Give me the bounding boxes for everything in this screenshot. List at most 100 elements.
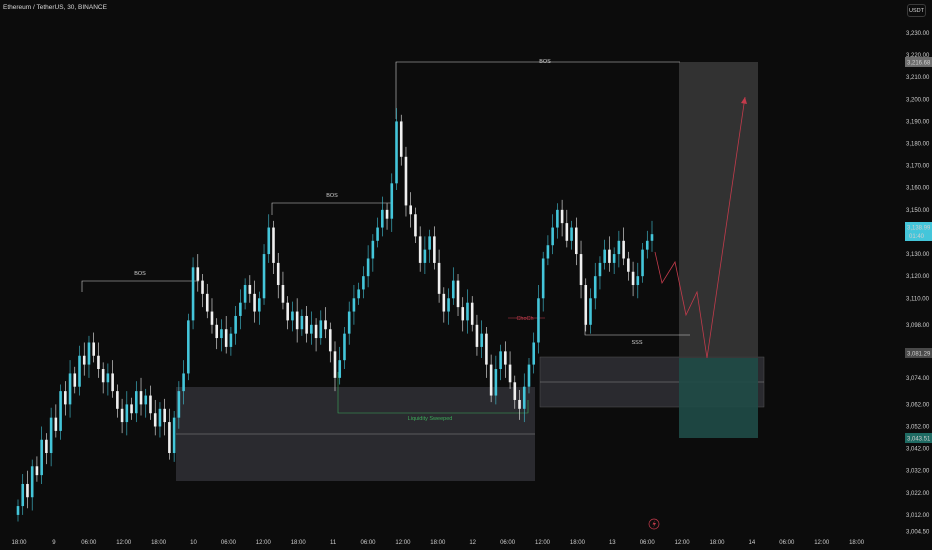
candle-down — [442, 293, 446, 312]
candle-up — [423, 249, 427, 263]
currency-button[interactable]: USDT — [907, 4, 926, 17]
candle-down — [163, 408, 166, 423]
y-tick-label: 3,042.00 — [906, 447, 930, 453]
x-tick-label: 18:00 — [709, 540, 725, 546]
svg-text:01:40: 01:40 — [909, 234, 925, 240]
candle-up — [546, 245, 550, 259]
y-tick-label: 3,120.00 — [906, 274, 930, 280]
stop-zone — [679, 358, 758, 438]
price-axis[interactable]: 3,004.50 3,012.00 3,022.00 3,032.00 3,042.00… — [906, 31, 930, 536]
candle-down — [328, 329, 332, 352]
candle-up — [191, 267, 195, 321]
candle-up — [134, 391, 138, 414]
candle-up — [78, 355, 81, 387]
candle-up — [451, 280, 455, 299]
candle-down — [437, 262, 441, 294]
candle-down — [111, 373, 114, 392]
candle-up — [262, 254, 266, 299]
candle-down — [149, 395, 152, 414]
candle-up — [499, 351, 502, 370]
candle-down — [608, 249, 611, 263]
x-tick-label: 12:00 — [675, 540, 691, 546]
x-tick-label: 06:00 — [640, 540, 656, 546]
candle-down — [414, 214, 417, 237]
candle-up — [187, 320, 190, 374]
x-tick-label: 14 — [749, 540, 756, 546]
candle-down — [456, 280, 460, 308]
candle-up — [87, 342, 91, 365]
candle-down — [513, 382, 517, 400]
y-tick-label: 3,110.00 — [906, 296, 930, 302]
price-label-target: 3,216.68 — [905, 57, 932, 67]
candle-up — [381, 209, 384, 228]
price-label-current: 3,138.99 01:40 — [905, 222, 932, 241]
bos-line-1 — [81, 280, 199, 292]
candle-down — [97, 355, 100, 370]
price-label-zone: 3,081.29 — [905, 348, 932, 358]
candle-up — [347, 311, 351, 334]
candle-up — [650, 234, 654, 241]
candle-up — [589, 298, 592, 325]
candle-up — [144, 395, 148, 405]
candle-down — [518, 399, 521, 409]
candle-up — [537, 298, 540, 343]
candle-up — [267, 227, 271, 255]
y-tick-label: 3,062.00 — [906, 402, 930, 408]
candle-up — [68, 373, 72, 405]
candle-up — [371, 240, 375, 259]
candle-down — [385, 209, 389, 219]
candle-down — [333, 351, 337, 378]
candle-up — [357, 289, 360, 299]
price-label-stop: 3,043.51 — [905, 433, 932, 443]
candle-down — [272, 227, 275, 263]
candle-up — [532, 342, 536, 365]
candle-down — [205, 293, 209, 312]
candle-down — [622, 240, 625, 259]
y-tick-label: 3,004.50 — [906, 530, 930, 536]
candle-up — [300, 315, 304, 330]
zones — [176, 62, 765, 481]
x-tick-label: 13 — [609, 540, 616, 546]
x-tick-label: 18:00 — [849, 540, 865, 546]
sweep-line — [337, 372, 529, 414]
candle-up — [352, 298, 356, 312]
y-tick-label: 3,130.00 — [906, 252, 930, 258]
candle-up — [390, 183, 394, 219]
x-tick-label: 18:00 — [430, 540, 446, 546]
y-tick-label: 3,230.00 — [906, 31, 930, 37]
y-tick-label: 3,180.00 — [906, 142, 930, 148]
svg-text:3,138.99: 3,138.99 — [907, 226, 931, 232]
candle-down — [409, 205, 413, 215]
candle-down — [253, 293, 256, 312]
candle-down — [565, 223, 569, 241]
candle-up — [40, 439, 43, 476]
candle-down — [215, 324, 219, 339]
x-tick-label: 12:00 — [256, 540, 272, 546]
candle-up — [494, 369, 498, 396]
y-tick-label: 3,012.00 — [906, 513, 930, 519]
candle-down — [281, 285, 285, 303]
x-tick-label: 06:00 — [500, 540, 516, 546]
candle-up — [570, 227, 573, 241]
candle-down — [224, 329, 228, 347]
x-tick-label: 06:00 — [221, 540, 237, 546]
lightning-icon[interactable] — [648, 518, 660, 530]
candle-down — [631, 271, 635, 286]
svg-text:3,081.29: 3,081.29 — [907, 352, 931, 358]
candle-up — [172, 417, 176, 454]
y-tick-label: 3,098.00 — [906, 323, 930, 329]
candle-up — [338, 360, 342, 378]
candle-up — [106, 373, 110, 383]
time-axis[interactable]: 18:00 9 06:00 12:00 18:00 10 06:00 12:00 18:00 11… — [11, 540, 864, 546]
candle-up — [362, 276, 365, 290]
projection-arrowhead — [741, 97, 747, 104]
candle-down — [584, 285, 588, 325]
y-tick-label: 3,220.00 — [906, 53, 930, 59]
candle-up — [229, 333, 233, 347]
candle-up — [428, 236, 431, 250]
bos-line-2 — [271, 202, 393, 215]
candle-up — [447, 298, 450, 312]
candle-up — [636, 276, 640, 286]
y-tick-label: 3,074.00 — [906, 376, 930, 382]
